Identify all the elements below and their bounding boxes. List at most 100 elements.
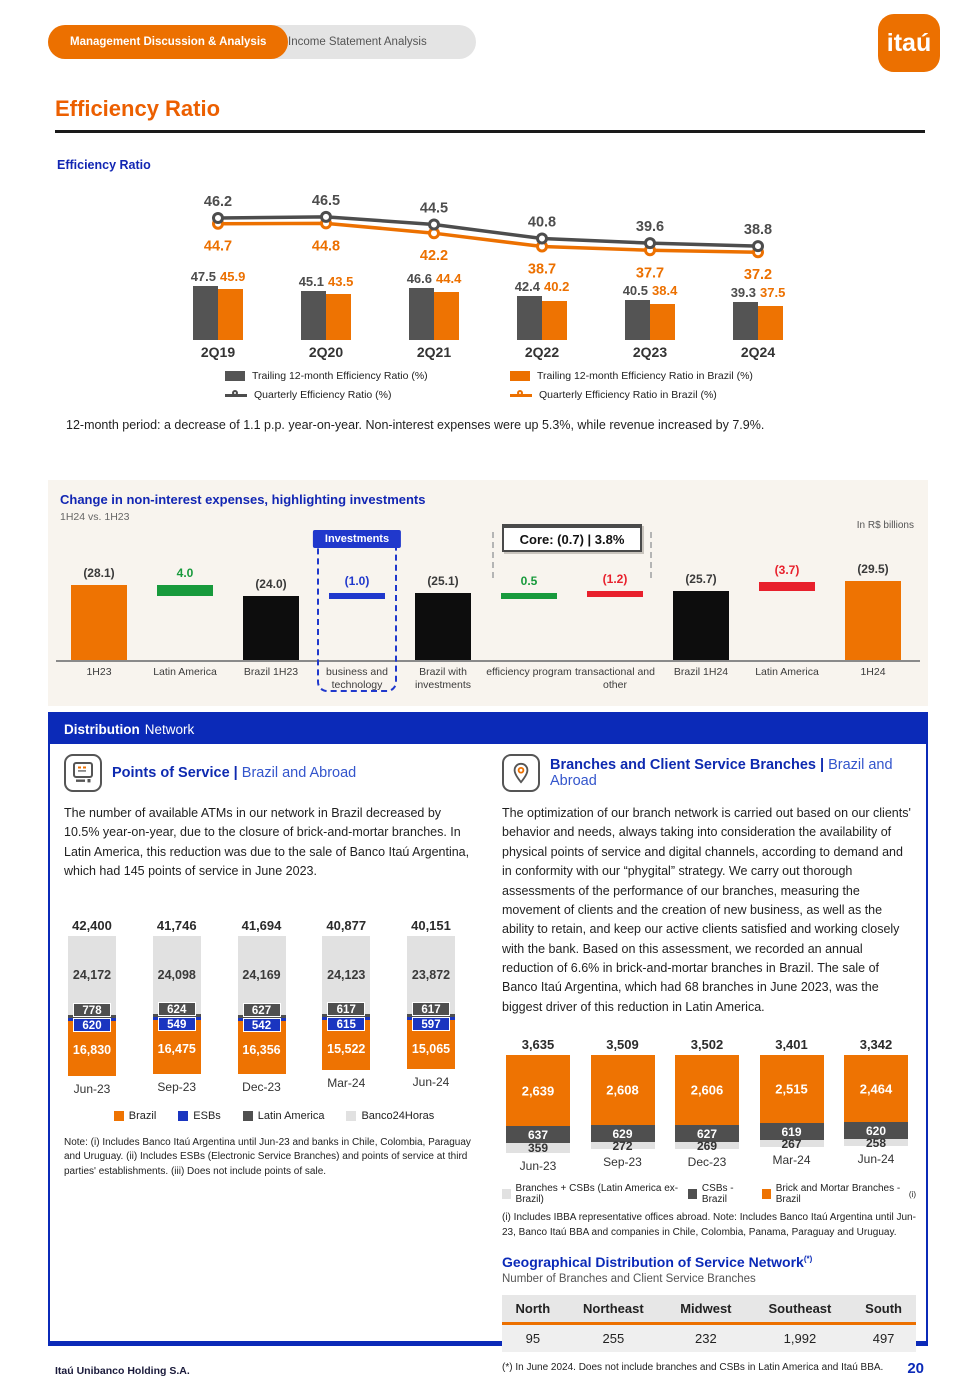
segment-value: 2,639: [521, 1083, 555, 1099]
segment-value: 272: [612, 1138, 633, 1153]
tab-bar: Income Statement Analysis Management Dis…: [48, 25, 476, 59]
tab-management-discussion[interactable]: Management Discussion & Analysis: [48, 25, 289, 59]
segment-value: 620: [865, 1123, 887, 1138]
bar-total-label: 41,694: [241, 917, 282, 933]
bar-value-label: 45.9: [220, 269, 246, 285]
waterfall-unit-note: In R$ billions: [856, 520, 914, 531]
bar-value-label: 47.5: [190, 269, 216, 285]
atm-icon: [64, 754, 102, 792]
bar-total-label: 40,877: [326, 917, 367, 933]
legend-line-dark: [225, 390, 247, 397]
segment-value: 2,608: [606, 1082, 639, 1098]
branches-legend: Branches + CSBs (Latin America ex-Brazil…: [502, 1183, 916, 1205]
stacked-bar: 2,606 627 269: [675, 1055, 739, 1153]
bar-total-label: 41,746: [156, 917, 197, 933]
esbs-chip: 615: [327, 1016, 366, 1031]
segment-value: 23,872: [411, 967, 451, 982]
legend-label: ESBs: [193, 1109, 221, 1122]
segment-value: 16,475: [157, 1041, 196, 1056]
waterfall-category-label: transactional and other: [575, 666, 655, 692]
bar-segment-brick-and-mortar-branches-brazil: 2,606: [675, 1055, 739, 1126]
segment-value: 2,464: [859, 1081, 893, 1097]
location-pin-icon: [502, 754, 540, 792]
segment-value: 24,098: [157, 967, 196, 982]
waterfall-category-label: efficiency program: [486, 666, 572, 678]
points-of-service-heading: Points of Service | Brazil and Abroad: [112, 765, 357, 781]
legend-swatch: [762, 1189, 771, 1200]
stacked-bar: 2,639 637 359: [506, 1055, 570, 1155]
latin-america-chip: 778: [73, 1002, 111, 1017]
legend-label: Banco24Horas: [361, 1109, 435, 1122]
stacked-bar-column: 42,400 24,172 16,830 778 620 Jun-23: [68, 918, 116, 1096]
bar-segment-branches-csbs-latin-america-ex-brazil-: 269: [675, 1139, 739, 1153]
stacked-bar-column: 3,342 2,464 620 258 Jun-24: [844, 1037, 908, 1173]
waterfall-bar: [157, 584, 213, 596]
geo-distribution-subtitle: Number of Branches and Client Service Br…: [502, 1273, 756, 1286]
svg-text:37.2: 37.2: [744, 267, 772, 283]
bar-value-label: 42.4: [514, 279, 540, 295]
latin-america-chip: 627: [242, 1002, 281, 1017]
waterfall-value-label: (28.1): [83, 565, 115, 580]
stacked-bar-column: 41,694 24,169 16,356 627 542 Dec-23: [237, 917, 286, 1096]
legend-item: Banco24Horas: [346, 1110, 434, 1122]
x-axis-label: 2Q24: [740, 344, 776, 360]
distribution-header: Distribution Network: [50, 714, 926, 744]
x-axis-label: Sep-23: [157, 1079, 197, 1094]
stacked-bar-column: 40,151 23,872 15,065 617 597 Jun-24: [407, 918, 455, 1096]
waterfall-bar: [501, 592, 557, 599]
waterfall-category-label: Brazil 1H23: [243, 666, 299, 678]
bar-value-label: 38.4: [652, 283, 678, 299]
bar-value-label: 39.3: [730, 285, 756, 301]
bar-total-label: 3,401: [775, 1037, 808, 1053]
waterfall-bar: [415, 592, 471, 660]
bar-trailing-total: [301, 291, 326, 340]
geo-column-header: Southeast: [748, 1295, 852, 1326]
investments-badge: Investments: [312, 530, 402, 548]
svg-text:40.8: 40.8: [528, 215, 556, 231]
points-of-service-paragraph: The number of available ATMs in our netw…: [64, 806, 470, 879]
stacked-bar: 24,172 16,830 778 620: [68, 935, 116, 1076]
bar-total-label: 3,635: [521, 1037, 555, 1053]
itau-logo: itaú: [878, 14, 940, 72]
tab-income-statement-analysis[interactable]: Income Statement Analysis: [288, 36, 427, 48]
esbs-chip: 549: [157, 1016, 196, 1031]
distribution-header-rest: Network: [144, 721, 195, 737]
legend-swatch-orange: [510, 371, 530, 381]
segment-value: 2,606: [690, 1082, 724, 1098]
bar-total-label: 3,502: [690, 1037, 724, 1053]
waterfall-value-label: (1.0): [344, 574, 370, 589]
waterfall-category-label: Latin America: [755, 666, 819, 678]
legend-swatch: [346, 1110, 357, 1121]
legend-label: Brick and Mortar Branches - Brazil: [775, 1183, 901, 1206]
bar-trailing-brazil: [542, 300, 567, 340]
geo-column-header: Northeast: [563, 1295, 663, 1326]
segment-value: 267: [781, 1136, 802, 1151]
segment-value: 627: [696, 1126, 718, 1141]
stacked-bar: 2,608 629 272: [590, 1055, 655, 1153]
efficiency-chart-legend: Trailing 12-month Efficiency Ratio (%) T…: [225, 370, 765, 401]
branches-section: Branches and Client Service Branches | B…: [502, 754, 916, 1373]
segment-value: 16,830: [72, 1042, 112, 1057]
bar-segment-banco24horas: 24,098: [152, 935, 201, 1014]
legend-item: CSBs - Brazil: [688, 1183, 752, 1205]
esbs-chip: 542: [242, 1017, 281, 1032]
bar-value-label: 37.5: [760, 285, 786, 301]
geo-distribution-title: Geographical Distribution of Service Net…: [502, 1254, 813, 1271]
segment-value: 24,169: [242, 968, 281, 982]
bar-segment-branches-csbs-latin-america-ex-brazil-: 359: [506, 1141, 570, 1155]
legend-item: ESBs: [178, 1110, 221, 1122]
geo-value-cell: 95: [502, 1323, 564, 1353]
esbs-chip: 597: [412, 1016, 450, 1031]
stacked-bar-column: 40,877 24,123 15,522 617 615 Mar-24: [322, 917, 371, 1096]
branches-paragraph: The optimization of our branch network i…: [502, 806, 911, 1014]
geo-column-header: South: [851, 1295, 916, 1326]
legend-swatch: [502, 1189, 511, 1200]
footer-company: Itaú Unibanco Holding S.A.: [55, 1365, 190, 1377]
waterfall-category-label: 1H24: [860, 666, 886, 678]
svg-text:37.7: 37.7: [636, 265, 664, 281]
bar-total-label: 3,509: [606, 1037, 639, 1053]
waterfall-category-label: Latin America: [153, 666, 217, 678]
segment-value: 619: [781, 1124, 802, 1139]
legend-swatch: [113, 1110, 124, 1121]
bar-trailing-total: [409, 288, 434, 340]
